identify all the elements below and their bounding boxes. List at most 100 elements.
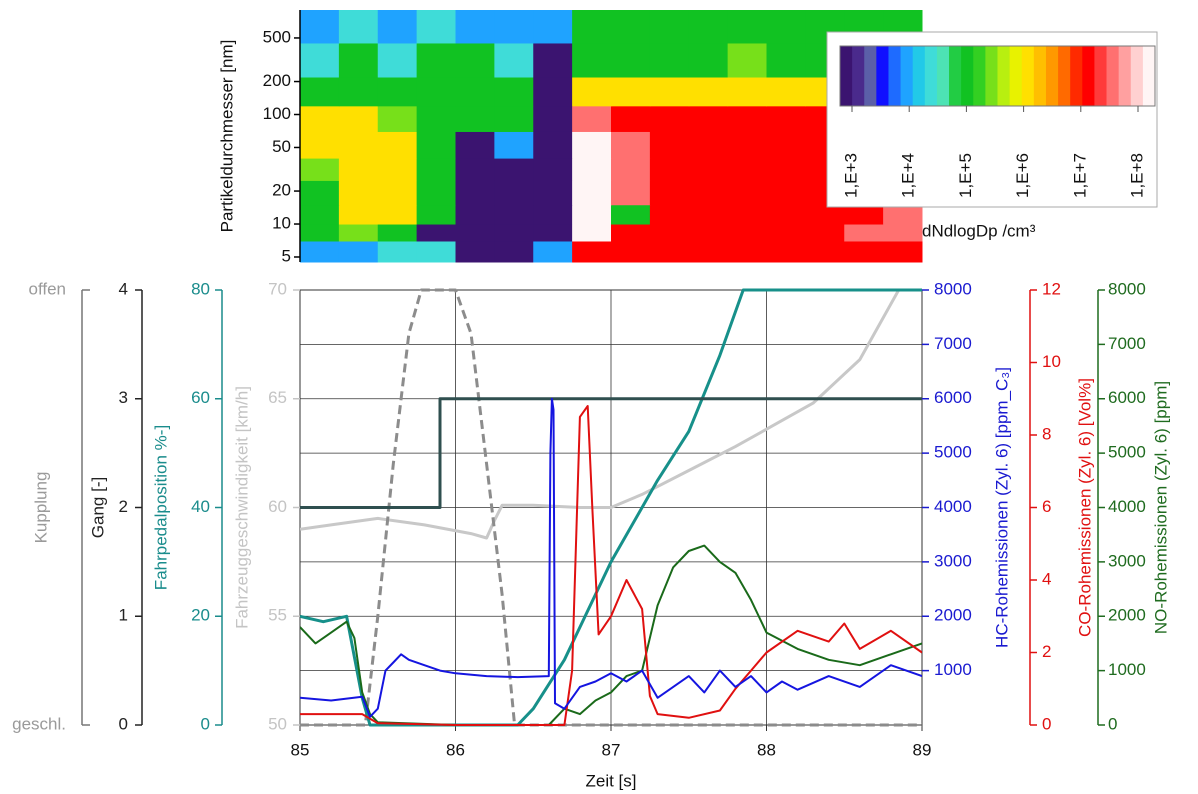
- heatmap-cell: [494, 10, 534, 44]
- heatmap-cell: [727, 42, 767, 78]
- heatmap-cell: [688, 240, 729, 263]
- colorbar-swatch: [852, 46, 865, 106]
- y-tick-label: 100: [263, 104, 291, 123]
- colorbar-swatch: [924, 46, 938, 106]
- heatmap-cell: [494, 131, 534, 159]
- colorbar-swatch: [1130, 46, 1144, 106]
- y-tick-label: 70: [268, 279, 287, 298]
- heatmap-cell: [416, 42, 456, 78]
- colorbar-tick-label: 1,E+6: [1013, 153, 1032, 198]
- heatmap-cell: [533, 158, 573, 181]
- heatmap-cell: [766, 158, 806, 181]
- heatmap-cell: [455, 180, 495, 206]
- heatmap-cell: [572, 224, 612, 242]
- y-tick-label: 5: [282, 246, 291, 265]
- colorbar-swatch: [1045, 46, 1059, 106]
- y-tick-label: geschl.: [12, 714, 66, 733]
- y-tick-label: 8: [1042, 424, 1051, 443]
- x-tick-label: 85: [291, 740, 310, 759]
- heatmap-cell: [766, 131, 806, 159]
- heatmap-cell: [572, 158, 612, 181]
- colorbar-frame: [839, 45, 1156, 107]
- heatmap-cell: [533, 240, 573, 263]
- colorbar-tick-label: 1,E+5: [956, 153, 975, 198]
- heatmap-cell: [338, 240, 379, 263]
- y-tick-label: 200: [263, 71, 291, 90]
- heatmap-cell: [338, 77, 379, 107]
- heatmap-cell: [727, 180, 767, 206]
- x-tick-label: 88: [757, 740, 776, 759]
- heatmap-cell: [300, 77, 340, 107]
- colorbar-swatch: [1106, 46, 1120, 106]
- heatmap-cell: [611, 77, 651, 107]
- heatmap-cell: [572, 42, 612, 78]
- y-tick-label: 6000: [934, 388, 972, 407]
- heatmap-cell: [494, 77, 534, 107]
- heatmap-cell: [572, 77, 612, 107]
- heatmap-cell: [611, 204, 651, 225]
- heatmap-cell: [416, 77, 456, 107]
- y-tick-label: 80: [191, 279, 210, 298]
- x-tick-label: 89: [913, 740, 932, 759]
- y-tick-label: 0: [1042, 714, 1051, 733]
- y-tick-label: 4: [1042, 569, 1051, 588]
- y-tick-label: 3000: [934, 551, 972, 570]
- heatmap-cell: [611, 131, 651, 159]
- colorbar-swatch: [949, 46, 962, 106]
- colorbar-swatch: [1142, 46, 1156, 106]
- y-axis-label: Kupplung: [31, 472, 50, 544]
- heatmap-cell: [533, 42, 573, 78]
- heatmap-cell: [533, 224, 573, 242]
- colorbar-swatch: [1070, 46, 1083, 106]
- heatmap-cell: [338, 42, 379, 78]
- heatmap-cell: [766, 77, 806, 107]
- heatmap-cell: [611, 105, 651, 132]
- y-tick-label: 20: [272, 181, 291, 200]
- y-tick-label: 4000: [1108, 497, 1146, 516]
- y-tick-label: 20: [191, 606, 210, 625]
- colorbar-swatch: [961, 46, 974, 106]
- series-line: [300, 397, 922, 509]
- heatmap-cell: [533, 180, 573, 206]
- x-axis-label: Zeit [s]: [585, 771, 636, 790]
- y-tick-label: 50: [272, 137, 291, 156]
- heatmap-cell: [455, 224, 495, 242]
- heatmap-cell: [727, 204, 767, 225]
- colorbar-swatch: [1118, 46, 1132, 106]
- heatmap-cell: [300, 131, 340, 159]
- heatmap-cell: [727, 77, 767, 107]
- heatmap-cell: [416, 158, 456, 181]
- heatmap-cell: [649, 131, 690, 159]
- y-tick-label: 12: [1042, 279, 1061, 298]
- heatmap-cell: [844, 224, 884, 242]
- heatmap-cell: [688, 180, 729, 206]
- series-line: [300, 288, 922, 727]
- heatmap-cell: [338, 224, 379, 242]
- y-tick-label: 55: [268, 606, 287, 625]
- heatmap-cell: [611, 158, 651, 181]
- colorbar-swatch: [1009, 46, 1023, 106]
- y-tick-label: 7000: [1108, 334, 1146, 353]
- heatmap-cell: [533, 131, 573, 159]
- heatmap-cell: [455, 158, 495, 181]
- heatmap-cell: [338, 131, 379, 159]
- colorbar-swatch: [1021, 46, 1035, 106]
- heatmap-cell: [766, 105, 806, 132]
- heatmap-cell: [338, 180, 379, 206]
- heatmap-cell: [300, 180, 340, 206]
- heatmap-cell: [805, 204, 845, 225]
- heatmap-cell: [377, 240, 418, 263]
- y-tick-label: 1: [119, 606, 128, 625]
- heatmap-cell: [572, 10, 612, 44]
- heatmap-cell: [416, 10, 456, 44]
- heatmap-cell: [688, 77, 729, 107]
- colorbar-tick-label: 1,E+7: [1070, 153, 1089, 198]
- y-tick-label: 3: [119, 388, 128, 407]
- heatmap-cell: [688, 105, 729, 132]
- heatmap-cell: [377, 105, 418, 132]
- heatmap-cell: [649, 158, 690, 181]
- y-tick-label: 2: [119, 497, 128, 516]
- y-tick-label: 0: [201, 714, 210, 733]
- y-axis-label: HC-Rohemissionen (Zyl. 6) [ppm_C₃]: [992, 367, 1011, 648]
- heatmap-cell: [766, 42, 806, 78]
